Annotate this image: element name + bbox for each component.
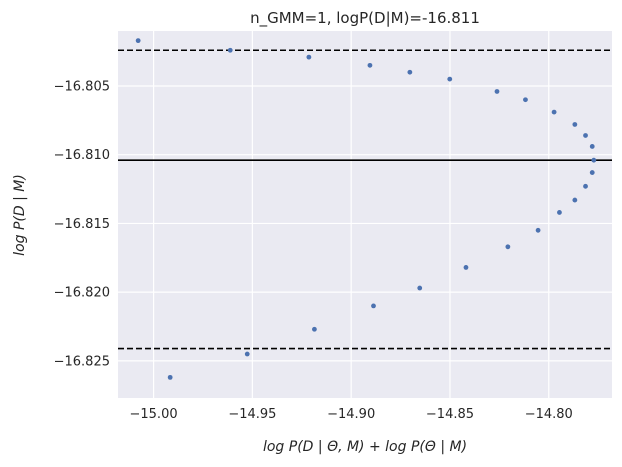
scatter-point — [227, 47, 233, 53]
scatter-point — [523, 97, 528, 103]
x-tick-labels: −15.00 −14.95 −14.90 −14.85 −14.80 — [130, 407, 573, 422]
scatter-point — [557, 210, 562, 215]
scatter-point — [535, 227, 541, 233]
x-tick-label: −14.85 — [426, 407, 474, 422]
scatter-point — [244, 351, 250, 357]
scatter-point — [589, 144, 595, 149]
scatter-point — [494, 89, 500, 94]
y-tick-label: −16.815 — [54, 217, 110, 232]
x-tick-label: −14.95 — [228, 407, 276, 422]
scatter-point — [407, 69, 413, 75]
y-axis-label: log P(D | M) — [12, 174, 28, 256]
chart-title: n_GMM=1, logP(D|M)=-16.811 — [250, 9, 480, 28]
y-tick-label: −16.805 — [54, 79, 110, 94]
y-tick-label: −16.820 — [54, 286, 110, 301]
scatter-point — [306, 54, 312, 60]
scatter-point — [371, 303, 376, 309]
x-tick-label: −15.00 — [130, 407, 178, 422]
y-tick-label: −16.810 — [54, 148, 110, 163]
plot-area — [118, 31, 612, 398]
scatter-point — [589, 170, 595, 175]
grid-lines — [118, 31, 612, 398]
x-tick-label: −14.90 — [327, 407, 375, 422]
scatter-point — [551, 109, 557, 115]
x-tick-label: −14.80 — [525, 407, 573, 422]
scatter-point — [367, 62, 373, 68]
scatter-point — [583, 133, 588, 138]
reference-lines — [118, 49, 612, 350]
scatter-point — [572, 122, 578, 127]
x-axis-label: log P(D | Θ, M) + log P(Θ | M) — [263, 439, 467, 455]
scatter-point — [312, 326, 317, 332]
scatter-point — [417, 285, 423, 291]
scatter-point — [135, 38, 141, 44]
scatter-point — [572, 197, 578, 203]
scatter-point — [591, 157, 597, 163]
scatter-point — [463, 265, 469, 270]
scatter-point — [167, 374, 173, 380]
scatter-point — [505, 244, 511, 250]
y-tick-labels: −16.805 −16.810 −16.815 −16.820 −16.825 — [54, 79, 110, 369]
scatter-point — [447, 76, 453, 82]
scatter-point — [583, 183, 588, 189]
y-tick-label: −16.825 — [54, 354, 110, 369]
data-points — [135, 38, 597, 380]
